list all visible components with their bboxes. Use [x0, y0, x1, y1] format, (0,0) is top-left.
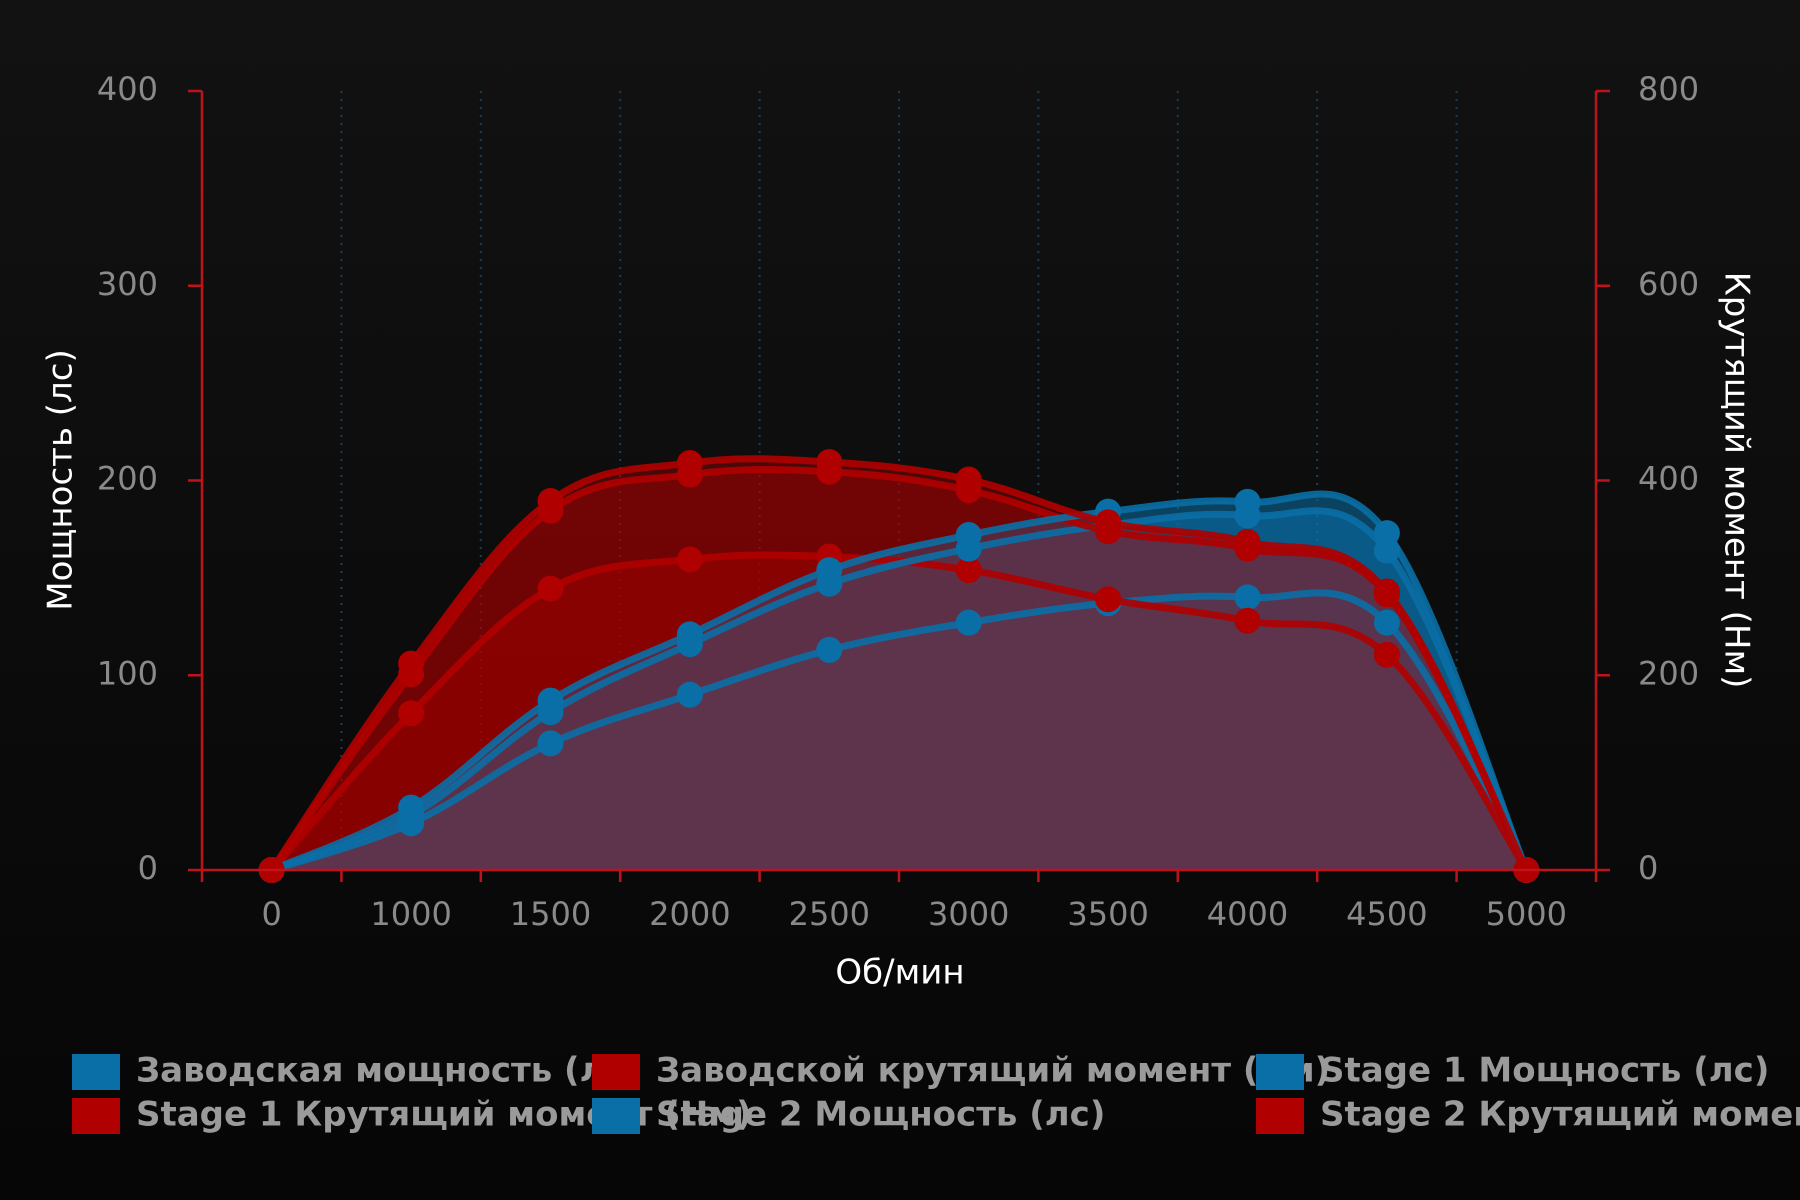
point: [398, 650, 425, 677]
y2-tick-label: 400: [1638, 460, 1699, 498]
line: [268, 455, 1530, 872]
point: [955, 522, 982, 549]
point: [1234, 584, 1261, 611]
y-tick-label: 400: [97, 70, 158, 108]
legend-label: Stage 2 Мощность (лс): [656, 1095, 1105, 1135]
legend-swatch: [592, 1054, 640, 1090]
legend-swatch: [72, 1098, 120, 1134]
x-tick-label: 1000: [370, 895, 451, 933]
point: [955, 466, 982, 493]
point: [398, 700, 425, 727]
legend-label: Заводской крутящий момент (Нм): [656, 1051, 1330, 1091]
y2-tick-label: 600: [1638, 265, 1699, 303]
x-tick-label: 4500: [1346, 895, 1427, 933]
point: [955, 557, 982, 584]
point: [676, 546, 703, 573]
x-tick-label: 0: [262, 895, 282, 933]
legend-swatch: [1256, 1098, 1304, 1134]
point: [955, 609, 982, 636]
point: [1234, 528, 1261, 555]
legend-swatch: [592, 1098, 640, 1134]
point: [1234, 488, 1261, 515]
legend-label: Stage 2 Крутящий момент (Нм): [1320, 1095, 1800, 1135]
legend-label: Заводская мощность (лс): [136, 1051, 640, 1091]
y-tick-label: 200: [97, 460, 158, 498]
y2-axis-title: Крутящий момент (Нм): [1717, 272, 1757, 689]
point: [816, 557, 843, 584]
point: [676, 681, 703, 708]
legend-label: Stage 1 Крутящий момент (Нм): [136, 1095, 752, 1135]
x-tick-label: 4000: [1207, 895, 1288, 933]
y2-tick-label: 0: [1638, 849, 1658, 887]
point: [1095, 509, 1122, 536]
legend-swatch: [1256, 1054, 1304, 1090]
point: [676, 621, 703, 648]
y2-tick-label: 200: [1638, 654, 1699, 692]
point: [398, 794, 425, 821]
lines: [258, 448, 1540, 883]
point: [537, 730, 564, 757]
point: [676, 449, 703, 476]
y-axis-title: Мощность (лс): [41, 349, 81, 611]
point: [537, 575, 564, 602]
x-tick-label: 2000: [649, 895, 730, 933]
area: [271, 458, 1527, 870]
x-tick-label: 1500: [510, 895, 591, 933]
areas: [271, 458, 1527, 870]
y2-tick-label: 800: [1638, 70, 1699, 108]
point: [1373, 578, 1400, 605]
x-tick-label: 3000: [928, 895, 1009, 933]
area: [271, 494, 1527, 870]
point: [816, 636, 843, 663]
legend: Заводская мощность (лс) Заводской крутящи…: [72, 1051, 1800, 1135]
point: [537, 687, 564, 714]
y-tick-label: 0: [138, 849, 158, 887]
x-tick-label: 3500: [1067, 895, 1148, 933]
x-tick-label: 5000: [1486, 895, 1567, 933]
point: [1373, 641, 1400, 668]
point: [1095, 586, 1122, 613]
legend-swatch: [72, 1054, 120, 1090]
point: [1373, 520, 1400, 547]
y-tick-label: 300: [97, 265, 158, 303]
line: [270, 589, 1530, 874]
point: [537, 487, 564, 514]
x-tick-label: 2500: [789, 895, 870, 933]
y-tick-label: 100: [97, 654, 158, 692]
line: [270, 507, 1530, 874]
point: [816, 448, 843, 475]
legend-label: Stage 1 Мощность (лс): [1320, 1051, 1769, 1091]
point: [1234, 607, 1261, 634]
point: [1373, 609, 1400, 636]
x-axis-title: Об/мин: [835, 953, 964, 993]
